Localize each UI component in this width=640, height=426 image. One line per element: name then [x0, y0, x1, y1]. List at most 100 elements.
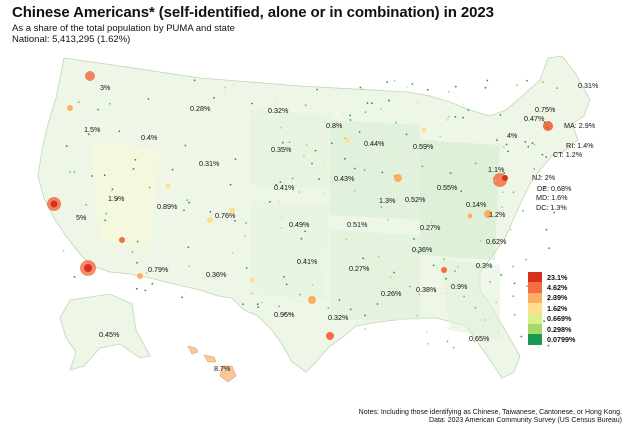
- puma-dot: [148, 186, 151, 189]
- puma-dot: [541, 81, 544, 83]
- legend-label: 1.62%: [547, 303, 568, 313]
- puma-dot: [377, 255, 380, 258]
- map-title: Chinese Americans* (self-identified, alo…: [12, 4, 494, 21]
- puma-dot: [145, 272, 148, 274]
- puma-dot: [436, 267, 439, 269]
- legend-swatch: [528, 303, 542, 314]
- state-label-mi: 0.59%: [413, 142, 434, 151]
- puma-dot: [280, 227, 283, 230]
- puma-dot: [547, 344, 550, 347]
- puma-dot: [353, 167, 356, 170]
- puma-dot: [186, 199, 189, 202]
- legend-label: 0.298%: [547, 324, 572, 334]
- puma-dot: [434, 290, 437, 293]
- legend-swatch: [528, 282, 542, 293]
- legend-swatch: [528, 272, 542, 283]
- puma-dot: [494, 179, 496, 182]
- state-label-ne: 0.41%: [274, 183, 295, 192]
- puma-dot: [213, 96, 216, 99]
- puma-dot: [345, 238, 348, 241]
- puma-dot: [300, 237, 303, 240]
- puma-dot: [364, 314, 366, 317]
- puma-dot: [499, 243, 502, 246]
- puma-dot: [543, 121, 546, 124]
- puma-dot: [169, 111, 172, 113]
- state-label-nd: 0.32%: [268, 106, 289, 115]
- puma-dot: [421, 165, 424, 168]
- state-label-oh: 0.55%: [437, 183, 458, 192]
- puma-dot: [388, 99, 391, 101]
- puma-dot: [234, 219, 236, 222]
- state-label-sc: 0.3%: [476, 261, 493, 270]
- puma-dot: [499, 114, 502, 116]
- puma-dot: [524, 140, 527, 143]
- legend: 23.1% 4.62% 2.39% 1.62% 0.669% 0.298% 0.…: [528, 272, 575, 345]
- puma-dot: [280, 215, 283, 218]
- puma-dot: [284, 278, 287, 281]
- puma-dot: [484, 86, 487, 89]
- puma-dot: [250, 292, 253, 295]
- puma-dot: [415, 314, 418, 317]
- puma-dot: [411, 83, 414, 85]
- puma-dot: [501, 206, 503, 209]
- state-label-in: 0.52%: [405, 195, 426, 204]
- puma-dot: [513, 282, 516, 285]
- puma-dot: [415, 249, 418, 251]
- puma-dot: [291, 177, 294, 180]
- state-label-mn: 0.8%: [326, 121, 343, 130]
- puma-dot: [243, 234, 246, 237]
- legend-item: 1.62%: [528, 303, 575, 314]
- state-label-vt: 0.47%: [524, 114, 545, 123]
- legend-label: 23.1%: [547, 272, 568, 282]
- puma-dot: [289, 312, 292, 315]
- puma-dot: [371, 102, 373, 105]
- puma-dot: [380, 206, 383, 208]
- puma-dot: [183, 209, 185, 212]
- state-label-il: 1.3%: [379, 196, 396, 205]
- puma-dot: [171, 168, 174, 171]
- puma-dot: [547, 299, 550, 301]
- puma-dot: [68, 170, 71, 173]
- state-label-wy: 0.31%: [199, 159, 220, 168]
- puma-dot: [118, 130, 121, 133]
- legend-label: 0.669%: [547, 314, 572, 324]
- puma-dot: [533, 168, 536, 170]
- state-label-wa: 3%: [100, 83, 111, 92]
- puma-dot: [381, 171, 384, 174]
- puma-dot: [73, 171, 76, 173]
- puma-dot: [311, 162, 313, 165]
- puma-dot: [489, 280, 492, 283]
- puma-dot: [418, 293, 421, 296]
- puma-dot: [496, 139, 498, 142]
- puma-dot: [288, 141, 291, 144]
- puma-dot: [502, 145, 505, 148]
- puma-dot: [322, 164, 325, 166]
- puma-dot: [373, 261, 376, 263]
- puma-dot: [526, 79, 528, 82]
- puma-dot: [526, 285, 528, 287]
- puma-dot: [352, 88, 354, 91]
- puma-dot: [224, 86, 227, 89]
- puma-dot: [366, 102, 369, 104]
- puma-dot: [136, 261, 139, 264]
- puma-dot: [209, 211, 212, 213]
- puma-dot: [463, 295, 465, 298]
- state-label-tn: 0.36%: [412, 245, 433, 254]
- legend-swatch: [528, 313, 542, 324]
- puma-dot: [305, 144, 308, 146]
- puma-dot: [131, 250, 134, 253]
- state-label-ok: 0.41%: [297, 257, 318, 266]
- puma-dot: [323, 192, 325, 195]
- puma-dot: [363, 169, 366, 172]
- puma-dot: [132, 168, 135, 170]
- puma-dot: [304, 230, 307, 233]
- puma-dot: [486, 79, 489, 82]
- puma-dot: [387, 218, 389, 221]
- puma-dot: [278, 200, 281, 203]
- map-subtitle: As a share of the total population by PU…: [12, 23, 235, 34]
- puma-dot: [362, 257, 365, 260]
- puma-dot: [460, 190, 463, 193]
- state-label-ky: 0.27%: [420, 223, 441, 232]
- legend-item: 2.39%: [528, 292, 575, 304]
- puma-dot: [443, 258, 445, 260]
